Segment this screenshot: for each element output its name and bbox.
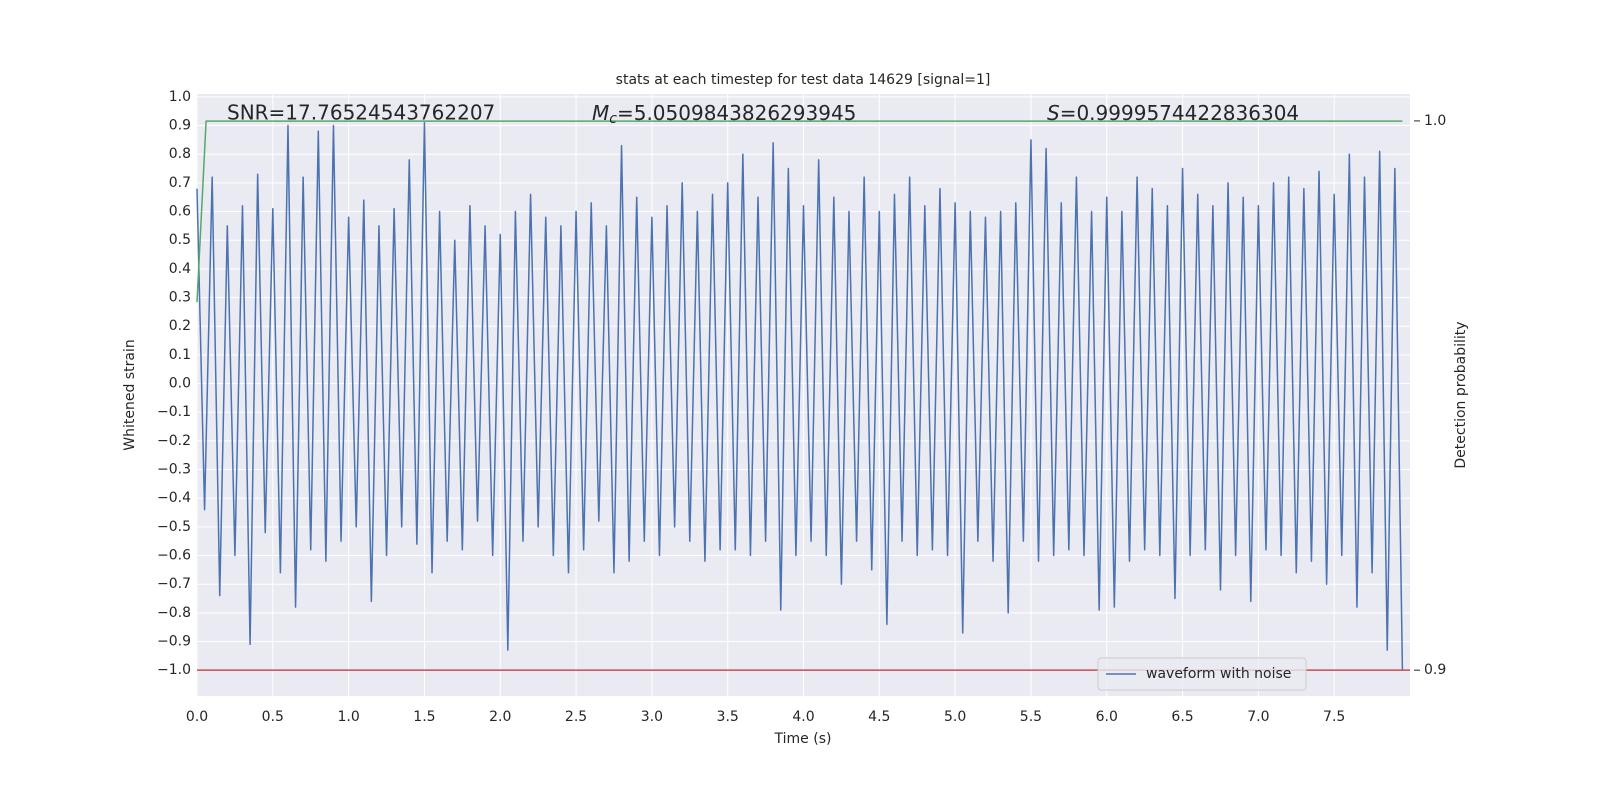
y-axis-label: Whitened strain xyxy=(122,339,138,450)
x-tick-label: 2.0 xyxy=(489,709,511,725)
series-line xyxy=(196,121,1404,671)
y-tick-label: 0.3 xyxy=(169,290,191,306)
y-tick-label: −1.0 xyxy=(157,662,191,678)
x-tick-label: 1.0 xyxy=(337,709,359,725)
y-tick-label: −0.3 xyxy=(157,462,191,478)
x-tick-label: 3.0 xyxy=(641,709,663,725)
x-tick-label: 6.0 xyxy=(1096,709,1118,725)
x-tick-label: 4.0 xyxy=(792,709,814,725)
x-tick-label: 3.5 xyxy=(717,709,739,725)
y-tick-label: 0.2 xyxy=(169,318,191,334)
y-tick-label: −0.4 xyxy=(157,490,191,506)
y-tick-label: −0.2 xyxy=(157,433,191,449)
y-tick-label: −0.5 xyxy=(157,519,191,535)
x-tick-label: 1.5 xyxy=(413,709,435,725)
annotation: S=0.9999574422836304 xyxy=(1047,101,1299,125)
y-tick-label: −0.8 xyxy=(157,605,191,621)
y-tick-label: 0.5 xyxy=(169,232,191,248)
y-tick-label: 0.9 xyxy=(169,118,191,134)
annotation: SNR=17.76524543762207 xyxy=(227,101,495,125)
y2-tick-label: 0.9 xyxy=(1424,662,1446,678)
legend-label: waveform with noise xyxy=(1146,666,1291,682)
x-tick-label: 5.5 xyxy=(1020,709,1042,725)
x-tick-label: 7.0 xyxy=(1247,709,1269,725)
y-tick-label: 0.6 xyxy=(169,204,191,220)
annotation-subscript: c xyxy=(609,111,617,127)
annotation: Mc=5.0509843826293945 xyxy=(592,101,856,128)
y-tick-label: −0.9 xyxy=(157,634,191,650)
y-tick-label: 0.4 xyxy=(169,261,191,277)
x-tick-label: 0.0 xyxy=(186,709,208,725)
annotation-text: =5.0509843826293945 xyxy=(617,101,856,125)
y-tick-label: −0.1 xyxy=(157,404,191,420)
x-tick-label: 5.0 xyxy=(944,709,966,725)
y2-axis-label: Detection probability xyxy=(1453,321,1469,468)
x-tick-label: 0.5 xyxy=(262,709,284,725)
chart-title: stats at each timestep for test data 146… xyxy=(616,72,991,88)
x-tick-label: 7.5 xyxy=(1323,709,1345,725)
annotation-symbol: S xyxy=(1047,101,1060,125)
x-tick-label: 6.5 xyxy=(1171,709,1193,725)
y-tick-label: −0.7 xyxy=(157,576,191,592)
x-tick-label: 2.5 xyxy=(565,709,587,725)
y-tick-label: 0.0 xyxy=(169,376,191,392)
y2-tick-label: 1.0 xyxy=(1424,113,1446,129)
annotation-text: =0.9999574422836304 xyxy=(1060,101,1299,125)
series-line xyxy=(196,120,1403,303)
legend-box xyxy=(1097,657,1307,691)
y-tick-label: −0.6 xyxy=(157,548,191,564)
x-axis-label: Time (s) xyxy=(774,731,832,747)
annotation-symbol: M xyxy=(592,101,609,125)
y-tick-label: 0.1 xyxy=(169,347,191,363)
y-tick-label: 0.8 xyxy=(169,146,191,162)
y-tick-label: 1.0 xyxy=(169,89,191,105)
x-tick-label: 4.5 xyxy=(868,709,890,725)
y-tick-label: 0.7 xyxy=(169,175,191,191)
